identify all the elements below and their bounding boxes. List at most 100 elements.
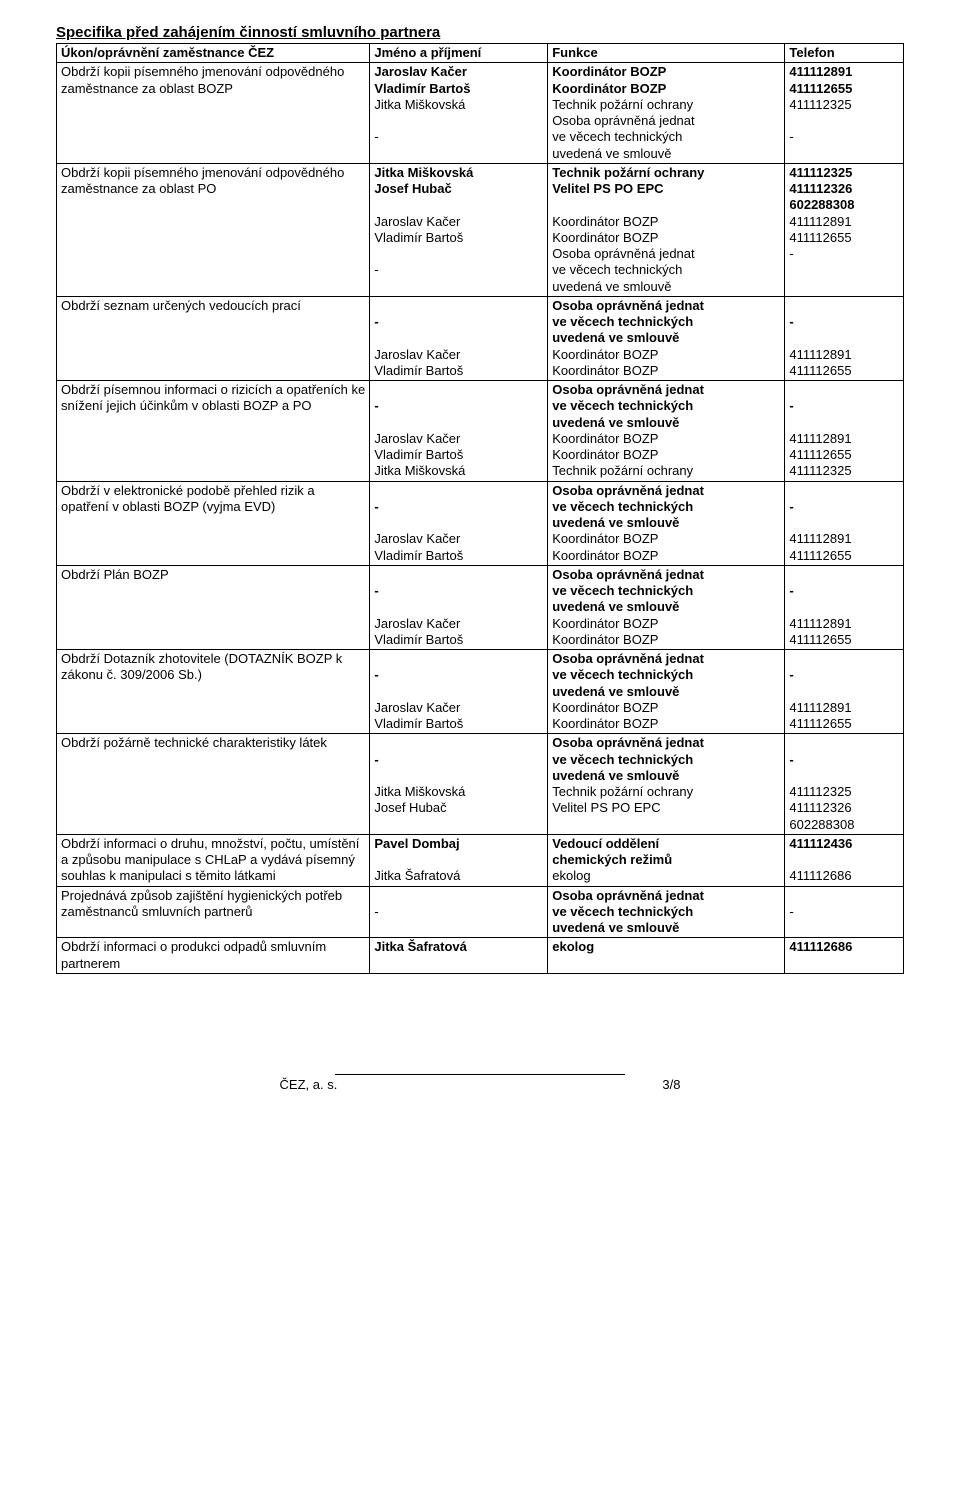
cell-funkce-line: ve věcech technických bbox=[552, 752, 780, 768]
cell-jmeno-line: - bbox=[374, 398, 543, 414]
cell-funkce-line: uvedená ve smlouvě bbox=[552, 920, 780, 936]
cell-funkce-line: Koordinátor BOZP bbox=[552, 700, 780, 716]
cell-telefon-line: - bbox=[789, 752, 899, 768]
cell-funkce-line: ekolog bbox=[552, 868, 780, 884]
cell-funkce-line: Koordinátor BOZP bbox=[552, 363, 780, 379]
cell-telefon-line: 411112891 bbox=[789, 347, 899, 363]
cell-funkce-line: Koordinátor BOZP bbox=[552, 716, 780, 732]
cell-funkce-line: Technik požární ochrany bbox=[552, 463, 780, 479]
cell-jmeno-line: Vladimír Bartoš bbox=[374, 632, 543, 648]
cell-telefon-line: - bbox=[789, 583, 899, 599]
table-row: Obdrží informaci o produkci odpadů smluv… bbox=[57, 938, 904, 974]
cell-jmeno-line bbox=[374, 330, 543, 346]
cell-jmeno-line: Jitka Šafratová bbox=[374, 939, 543, 955]
cell-ukon-line: Obdrží Plán BOZP bbox=[61, 567, 365, 583]
cell-funkce-line: uvedená ve smlouvě bbox=[552, 279, 780, 295]
cell-funkce: Technik požární ochranyVelitel PS PO EPC… bbox=[548, 163, 785, 296]
cell-telefon-line: 411112325 bbox=[789, 784, 899, 800]
cell-funkce-line: Koordinátor BOZP bbox=[552, 230, 780, 246]
cell-ukon: Obdrží požárně technické charakteristiky… bbox=[57, 734, 370, 835]
cell-telefon-line: 411112325 bbox=[789, 97, 899, 113]
cell-funkce-line: Koordinátor BOZP bbox=[552, 64, 780, 80]
cell-funkce-line: uvedená ve smlouvě bbox=[552, 768, 780, 784]
cell-jmeno-line: - bbox=[374, 314, 543, 330]
cell-telefon-line: - bbox=[789, 499, 899, 515]
cell-funkce: Osoba oprávněná jednatve věcech technick… bbox=[548, 481, 785, 565]
table-row: Obdrží Plán BOZP - Jaroslav KačerVladimí… bbox=[57, 565, 904, 649]
cell-jmeno-line: Jaroslav Kačer bbox=[374, 531, 543, 547]
cell-funkce-line: Koordinátor BOZP bbox=[552, 616, 780, 632]
cell-funkce-line: Koordinátor BOZP bbox=[552, 81, 780, 97]
cell-funkce-line: ve věcech technických bbox=[552, 398, 780, 414]
spec-table: Úkon/oprávnění zaměstnance ČEZ Jméno a p… bbox=[56, 43, 904, 974]
cell-funkce-line: Technik požární ochrany bbox=[552, 784, 780, 800]
cell-ukon: Obdrží seznam určených vedoucích prací bbox=[57, 296, 370, 380]
cell-jmeno-line: Jitka Miškovská bbox=[374, 165, 543, 181]
cell-jmeno-line bbox=[374, 852, 543, 868]
cell-telefon-line: 602288308 bbox=[789, 197, 899, 213]
cell-ukon: Obdrží písemnou informaci o rizicích a o… bbox=[57, 381, 370, 482]
table-row: Obdrží informaci o druhu, množství, počt… bbox=[57, 834, 904, 886]
cell-funkce-line: Koordinátor BOZP bbox=[552, 347, 780, 363]
cell-ukon: Obdrží Plán BOZP bbox=[57, 565, 370, 649]
cell-jmeno-line: Jaroslav Kačer bbox=[374, 214, 543, 230]
cell-funkce-line: uvedená ve smlouvě bbox=[552, 415, 780, 431]
cell-telefon-line: 411112655 bbox=[789, 548, 899, 564]
cell-jmeno-line: Vladimír Bartoš bbox=[374, 716, 543, 732]
cell-telefon-line bbox=[789, 483, 899, 499]
cell-funkce-line: Koordinátor BOZP bbox=[552, 632, 780, 648]
table-row: Obdrží kopii písemného jmenování odpověd… bbox=[57, 63, 904, 164]
cell-jmeno: - Jaroslav KačerVladimír Bartoš bbox=[370, 296, 548, 380]
cell-jmeno-line: Vladimír Bartoš bbox=[374, 230, 543, 246]
cell-telefon: - 411112891411112655 bbox=[785, 565, 904, 649]
cell-jmeno-line: Vladimír Bartoš bbox=[374, 447, 543, 463]
cell-jmeno-line bbox=[374, 197, 543, 213]
cell-jmeno-line: - bbox=[374, 262, 543, 278]
cell-ukon-line: Obdrží v elektronické podobě přehled riz… bbox=[61, 483, 365, 516]
cell-funkce: Osoba oprávněná jednatve věcech technick… bbox=[548, 650, 785, 734]
cell-jmeno-line bbox=[374, 483, 543, 499]
cell-jmeno-line: Jitka Miškovská bbox=[374, 97, 543, 113]
table-header-row: Úkon/oprávnění zaměstnance ČEZ Jméno a p… bbox=[57, 44, 904, 63]
cell-jmeno-line bbox=[374, 684, 543, 700]
table-row: Obdrží kopii písemného jmenování odpověd… bbox=[57, 163, 904, 296]
cell-jmeno: Pavel Dombaj Jitka Šafratová bbox=[370, 834, 548, 886]
cell-telefon: 411112686 bbox=[785, 938, 904, 974]
cell-telefon: - bbox=[785, 886, 904, 938]
cell-funkce-line: Osoba oprávněná jednat bbox=[552, 888, 780, 904]
cell-jmeno-line: Jaroslav Kačer bbox=[374, 700, 543, 716]
cell-funkce-line: uvedená ve smlouvě bbox=[552, 330, 780, 346]
cell-funkce-line: Koordinátor BOZP bbox=[552, 548, 780, 564]
cell-telefon: 411112436 411112686 bbox=[785, 834, 904, 886]
table-row: Projednává způsob zajištění hygienických… bbox=[57, 886, 904, 938]
th-funkce: Funkce bbox=[548, 44, 785, 63]
cell-telefon-line bbox=[789, 298, 899, 314]
cell-telefon-line: - bbox=[789, 667, 899, 683]
cell-telefon-line: 411112655 bbox=[789, 81, 899, 97]
cell-telefon-line bbox=[789, 768, 899, 784]
footer-divider bbox=[335, 1074, 625, 1075]
cell-funkce-line: Osoba oprávněná jednat bbox=[552, 483, 780, 499]
cell-funkce-line: ekolog bbox=[552, 939, 780, 955]
page-footer: ČEZ, a. s. 3/8 bbox=[56, 1074, 904, 1092]
cell-funkce: Vedoucí odděleníchemických režimůekolog bbox=[548, 834, 785, 886]
table-row: Obdrží seznam určených vedoucích prací -… bbox=[57, 296, 904, 380]
cell-telefon-line bbox=[789, 888, 899, 904]
cell-telefon-line: 411112891 bbox=[789, 214, 899, 230]
footer-text: ČEZ, a. s. 3/8 bbox=[56, 1077, 904, 1092]
cell-jmeno-line bbox=[374, 735, 543, 751]
cell-jmeno-line: - bbox=[374, 904, 543, 920]
cell-telefon-line: 602288308 bbox=[789, 817, 899, 833]
cell-jmeno-line: Vladimír Bartoš bbox=[374, 363, 543, 379]
footer-page-number: 3/8 bbox=[662, 1077, 680, 1092]
cell-jmeno-line bbox=[374, 246, 543, 262]
footer-company: ČEZ, a. s. bbox=[280, 1077, 338, 1092]
cell-jmeno: - Jaroslav KačerVladimír Bartoš bbox=[370, 481, 548, 565]
cell-ukon-line: Obdrží písemnou informaci o rizicích a o… bbox=[61, 382, 365, 415]
cell-telefon-line: - bbox=[789, 398, 899, 414]
cell-funkce: Osoba oprávněná jednatve věcech technick… bbox=[548, 734, 785, 835]
cell-telefon-line bbox=[789, 113, 899, 129]
cell-funkce-line: Velitel PS PO EPC bbox=[552, 181, 780, 197]
cell-funkce: Koordinátor BOZPKoordinátor BOZPTechnik … bbox=[548, 63, 785, 164]
cell-funkce-line: Osoba oprávněná jednat bbox=[552, 246, 780, 262]
